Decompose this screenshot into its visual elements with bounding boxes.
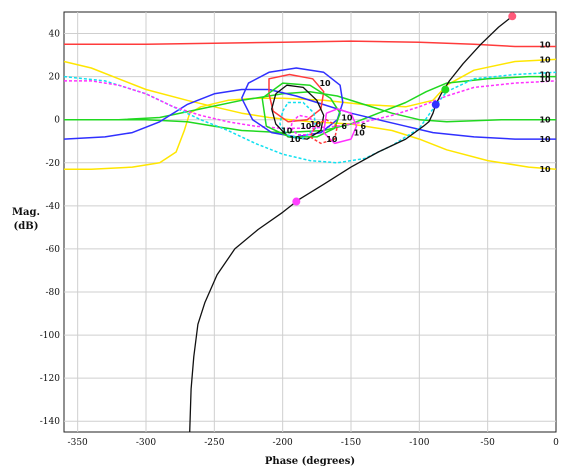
contour-label: 10 (310, 120, 322, 129)
grid-lines (64, 12, 556, 432)
point-marker (441, 85, 450, 94)
contour-label: 10 (539, 40, 551, 49)
x-tick-label: 0 (553, 438, 559, 448)
y-tick-label: -100 (40, 331, 60, 341)
y-tick-label: 0 (54, 116, 60, 126)
series-line-red-0 (64, 40, 556, 48)
y-axis-label-line-2: (dB) (14, 221, 39, 232)
y-tick-label: -80 (46, 288, 61, 298)
contour-label: 10 (539, 75, 551, 84)
marker-layer (292, 12, 517, 206)
point-marker (431, 100, 440, 109)
contour-label: 10 (326, 135, 338, 144)
contour-label: 6 (341, 122, 347, 131)
series-line-cyan-6 (63, 71, 557, 164)
series-line-blue-8 (241, 67, 344, 138)
contour-label: 10 (300, 122, 312, 131)
x-tick-label: -50 (480, 438, 495, 448)
series-line-blue-5 (63, 88, 556, 140)
contour-label: 10 (539, 55, 551, 64)
x-tick-label: -100 (409, 438, 429, 448)
contour-label: 10 (289, 135, 301, 144)
x-axis-label: Phase (degrees) (265, 456, 355, 467)
y-axis-label-line-1: Mag. (12, 207, 40, 218)
y-tick-label: -120 (40, 374, 60, 384)
series-layer (63, 15, 557, 433)
contour-label: 10 (281, 126, 293, 135)
series-line-cyan-12 (279, 101, 317, 140)
y-tick-label: -140 (40, 417, 60, 427)
x-tick-label: -200 (273, 438, 293, 448)
y-tick-label: 20 (49, 73, 61, 83)
series-line-black-10 (271, 84, 325, 140)
y-tick-label: -60 (46, 245, 61, 255)
contour-label: 10 (354, 129, 366, 138)
series-line-green-4 (64, 75, 556, 134)
x-tick-label: -350 (68, 438, 88, 448)
contour-label: 10 (539, 116, 551, 125)
x-tick-labels: -350 -300 -250 -200 -150 -100 -50 0 (68, 438, 560, 448)
y-tick-label: -20 (46, 159, 61, 169)
contour-label: 10 (341, 114, 353, 123)
point-marker (292, 197, 301, 206)
x-tick-label: -300 (136, 438, 156, 448)
series-line-black-16 (189, 15, 513, 433)
contour-label: 10 (319, 79, 331, 88)
point-marker (508, 12, 517, 21)
y-tick-labels: 40 20 0 -20 -40 -60 -80 -100 -120 -140 (40, 30, 61, 428)
series-line-magenta-14 (322, 108, 358, 145)
contour-label: 6 (361, 122, 367, 131)
plot-frame (63, 11, 557, 433)
contour-label: 10 (539, 135, 551, 144)
series-line-yellow-1 (63, 60, 557, 170)
x-tick-label: -250 (204, 438, 224, 448)
contour-label: 10 (539, 165, 551, 174)
series-line-red-15 (309, 118, 339, 145)
y-tick-label: 40 (49, 30, 61, 40)
y-tick-label: -40 (46, 202, 61, 212)
series-line-red-9 (268, 73, 325, 123)
contour-label: 10 (539, 70, 551, 79)
series-line-green-11 (261, 82, 341, 138)
x-tick-label: -150 (341, 438, 361, 448)
